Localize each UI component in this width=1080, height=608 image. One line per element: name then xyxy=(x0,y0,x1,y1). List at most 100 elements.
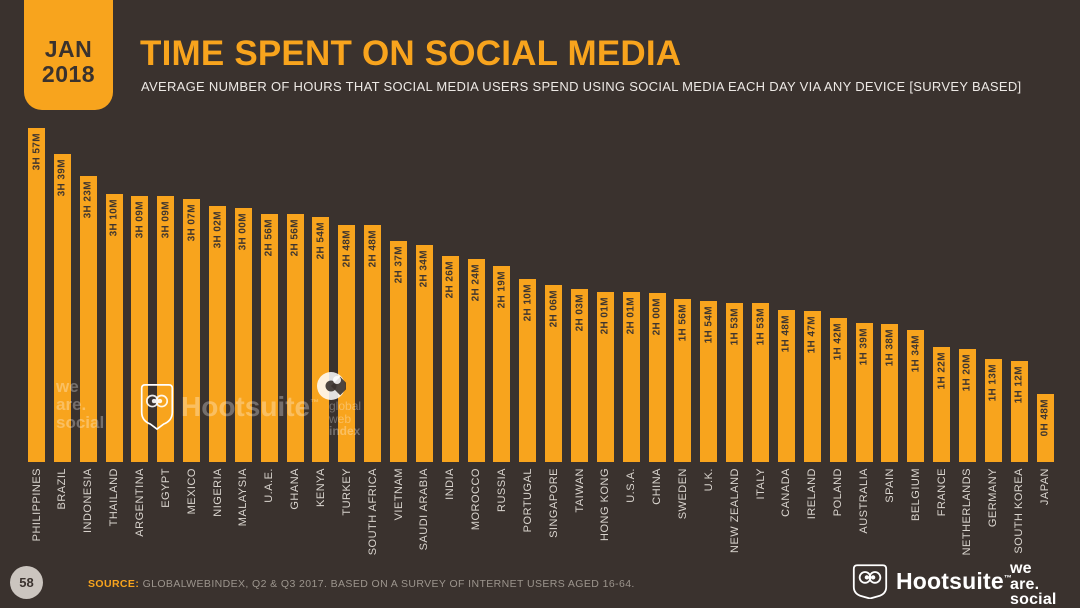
bar-value-label: 3H 23M xyxy=(82,181,94,219)
bar-country-label: EGYPT xyxy=(159,468,172,508)
bar-column: 2H 10M PORTUGAL xyxy=(519,124,537,532)
page-number-badge: 58 xyxy=(10,566,43,599)
bar-country-label: AUSTRALIA xyxy=(858,468,870,534)
bar-country-label: MOROCCO xyxy=(470,468,483,531)
bar: 1H 39M xyxy=(855,323,873,462)
bar: 3H 09M xyxy=(157,196,175,462)
bar-value-label: 1H 12M xyxy=(1013,366,1025,404)
bar-column: 3H 10M THAILAND xyxy=(105,124,123,526)
bar-country-label: FRANCE xyxy=(935,468,948,517)
bar: 2H 03M xyxy=(571,289,589,462)
source-label: SOURCE: xyxy=(88,578,140,590)
bar-value-label: 1H 42M xyxy=(832,323,844,361)
source-line: SOURCE: GLOBALWEBINDEX, Q2 & Q3 2017. BA… xyxy=(88,578,635,590)
bar-value-label: 2H 06M xyxy=(548,290,560,328)
bar-column: 3H 00M MALAYSIA xyxy=(234,124,252,526)
bar-country-label: KENYA xyxy=(314,468,327,507)
page-subtitle: AVERAGE NUMBER OF HOURS THAT SOCIAL MEDI… xyxy=(141,79,1022,94)
bar-country-label: JAPAN xyxy=(1039,468,1052,506)
bar-column: 3H 23M INDONESIA xyxy=(79,124,97,533)
bar-value-label: 2H 37M xyxy=(393,246,405,284)
bar: 1H 47M xyxy=(803,311,821,462)
bar-column: 2H 48M SOUTH AFRICA xyxy=(364,124,382,555)
bar-column: 3H 09M EGYPT xyxy=(157,124,175,508)
bar-column: 1H 12M SOUTH KOREA xyxy=(1010,124,1028,554)
bar-country-label: HONG KONG xyxy=(599,468,612,541)
bar-country-label: ARGENTINA xyxy=(133,468,146,537)
bar-value-label: 2H 01M xyxy=(625,297,637,335)
page-title: TIME SPENT ON SOCIAL MEDIA xyxy=(140,34,682,73)
bar-value-label: 2H 01M xyxy=(599,297,611,335)
bar-column: 2H 34M SAUDI ARABIA xyxy=(415,124,433,550)
bar-country-label: PORTUGAL xyxy=(521,468,534,533)
bar-column: 2H 26M INDIA xyxy=(441,124,459,500)
bar-country-label: SOUTH AFRICA xyxy=(366,468,379,556)
we-are-social-logo-line: we xyxy=(1010,560,1032,577)
bar-value-label: 2H 48M xyxy=(341,230,353,268)
bar-value-label: 2H 03M xyxy=(574,294,586,332)
we-are-social-logo-line: social xyxy=(1010,591,1057,608)
bar-country-label: RUSSIA xyxy=(495,468,508,512)
bar: 3H 57M xyxy=(28,128,45,462)
bar-country-label: SOUTH KOREA xyxy=(1013,468,1026,554)
bar-value-label: 2H 10M xyxy=(522,284,534,322)
bar: 1H 42M xyxy=(829,318,847,462)
bar-country-label: TAIWAN xyxy=(573,468,586,513)
bar-country-label: NETHERLANDS xyxy=(961,468,974,556)
bar: 1H 20M xyxy=(958,349,976,462)
bar-value-label: 2H 26M xyxy=(444,261,456,299)
bar-column: 1H 13M GERMANY xyxy=(984,124,1002,527)
bar-column: 2H 56M GHANA xyxy=(286,124,304,510)
bar-column: 1H 53M NEW ZEALAND xyxy=(726,124,744,553)
bar-value-label: 2H 34M xyxy=(418,250,430,288)
bar-value-label: 1H 39M xyxy=(858,328,870,366)
bar-value-label: 3H 09M xyxy=(134,201,146,239)
bar-country-label: PHILIPPINES xyxy=(30,468,43,542)
bar: 1H 53M xyxy=(752,303,770,462)
bar-country-label: INDIA xyxy=(444,468,457,500)
bar: 2H 56M xyxy=(260,214,278,462)
bar-value-label: 2H 54M xyxy=(315,222,327,260)
bar-country-label: THAILAND xyxy=(108,468,121,527)
bar: 3H 10M xyxy=(105,194,123,462)
bar-country-label: VIETNAM xyxy=(392,468,405,521)
bar-column: 2H 00M CHINA xyxy=(648,124,666,505)
bar-value-label: 2H 19M xyxy=(496,271,508,309)
bar: 1H 48M xyxy=(777,310,795,462)
bar-value-label: 2H 24M xyxy=(470,264,482,302)
bar-country-label: SPAIN xyxy=(883,468,896,503)
bar-country-label: GHANA xyxy=(289,468,302,510)
bar-column: 3H 07M MEXICO xyxy=(183,124,201,514)
bar: 2H 56M xyxy=(286,214,304,462)
bar: 1H 34M xyxy=(907,330,925,462)
bar-column: 1H 38M SPAIN xyxy=(881,124,899,503)
bar: 1H 54M xyxy=(700,301,718,462)
bar-column: 1H 56M SWEDEN xyxy=(674,124,692,519)
bar-country-label: ITALY xyxy=(754,468,767,500)
bar-value-label: 2H 56M xyxy=(263,219,275,257)
bar-value-label: 1H 34M xyxy=(910,335,922,373)
page-number: 58 xyxy=(19,575,34,590)
bar: 1H 56M xyxy=(674,299,692,462)
bar: 2H 06M xyxy=(545,285,563,462)
bar: 1H 53M xyxy=(726,303,744,462)
bar-country-label: BELGIUM xyxy=(909,468,922,522)
bar-value-label: 0H 48M xyxy=(1039,399,1051,437)
bar-country-label: INDONESIA xyxy=(82,468,95,534)
bar-column: 1H 42M POLAND xyxy=(829,124,847,516)
bar-column: 3H 39M BRAZIL xyxy=(53,124,71,510)
date-badge: JAN 2018 xyxy=(24,0,113,110)
bar-value-label: 1H 47M xyxy=(806,316,818,354)
bar-column: 2H 19M RUSSIA xyxy=(493,124,511,512)
bar-column: 2H 37M VIETNAM xyxy=(390,124,408,520)
bar-column: 1H 47M IRELAND xyxy=(803,124,821,519)
bar-value-label: 1H 56M xyxy=(677,304,689,342)
hootsuite-logo-label: Hootsuite™ xyxy=(896,567,1013,594)
bar: 2H 34M xyxy=(415,245,433,462)
bar-value-label: 3H 07M xyxy=(186,204,198,242)
bar-column: 0H 48M JAPAN xyxy=(1036,124,1054,505)
bar-value-label: 3H 39M xyxy=(56,159,68,197)
bar-value-label: 1H 48M xyxy=(780,315,792,353)
bar-value-label: 3H 09M xyxy=(160,201,172,239)
